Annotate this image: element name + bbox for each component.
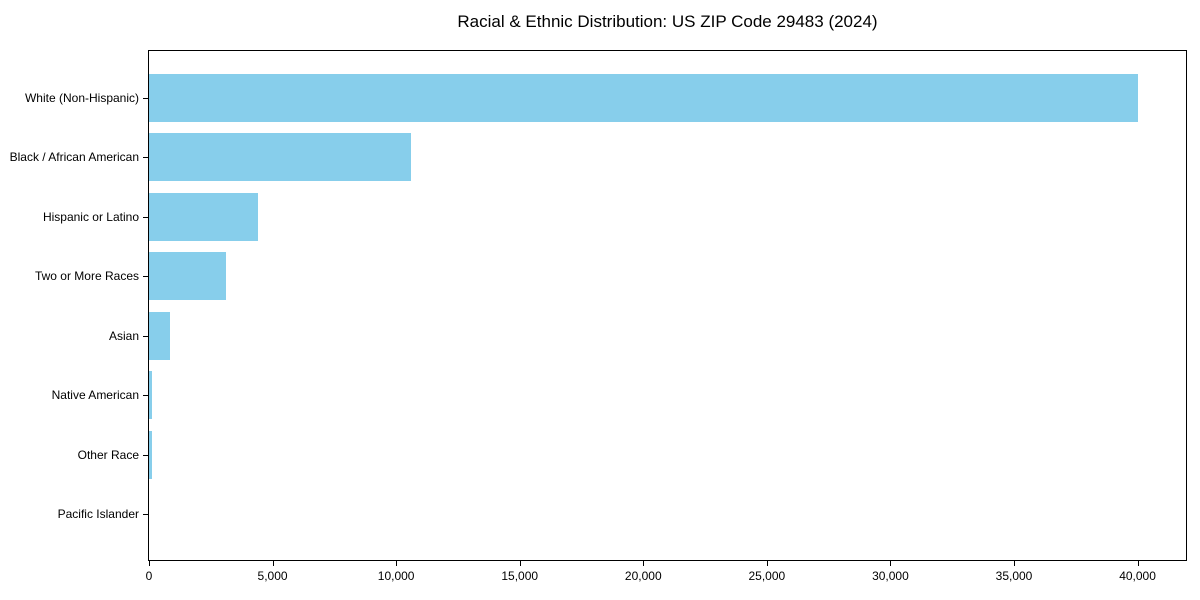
y-tick-mark [143,395,148,397]
bar [149,74,1138,122]
x-tick-mark [149,561,150,566]
bar [149,430,153,479]
y-tick-mark [143,276,148,278]
y-tick-label: Hispanic or Latino [42,209,139,224]
y-tick-mark [143,454,148,456]
y-tick-mark [143,216,148,218]
x-tick-label: 10,000 [377,569,415,583]
bar [149,133,411,182]
x-tick-label: 30,000 [872,569,909,583]
bar [149,311,170,360]
x-tick-mark [766,561,768,566]
x-tick-label: 5,000 [257,569,288,583]
y-tick-label: Black / African American [9,150,139,165]
x-tick-label: 15,000 [501,569,539,583]
y-tick-label: Two or More Races [34,269,139,284]
y-tick-label: Asian [108,328,139,343]
x-tick-label: 20,000 [624,569,662,583]
x-tick-mark [396,561,398,566]
x-tick-mark [1014,561,1015,566]
x-tick-mark [1137,561,1139,566]
x-tick-mark [272,561,274,566]
y-tick-mark [143,514,148,515]
bar [149,252,226,301]
plot-area [148,50,1187,561]
y-tick-label: White (Non-Hispanic) [24,91,139,105]
y-tick-label: Native American [51,388,139,403]
bar [149,192,258,241]
bar [149,371,152,420]
chart-title: Racial & Ethnic Distribution: US ZIP Cod… [457,12,878,31]
x-tick-mark [890,561,892,566]
x-tick-mark [519,561,521,566]
x-tick-mark [643,561,645,566]
y-tick-label: Other Race [77,447,139,462]
y-tick-mark [143,157,148,159]
y-tick-mark [143,98,148,99]
x-tick-label: 35,000 [995,569,1033,583]
x-tick-label: 40,000 [1119,569,1156,583]
x-tick-label: 0 [145,569,153,583]
y-tick-label: Pacific Islander [57,507,139,521]
y-tick-mark [143,335,148,337]
x-tick-label: 25,000 [748,569,786,583]
